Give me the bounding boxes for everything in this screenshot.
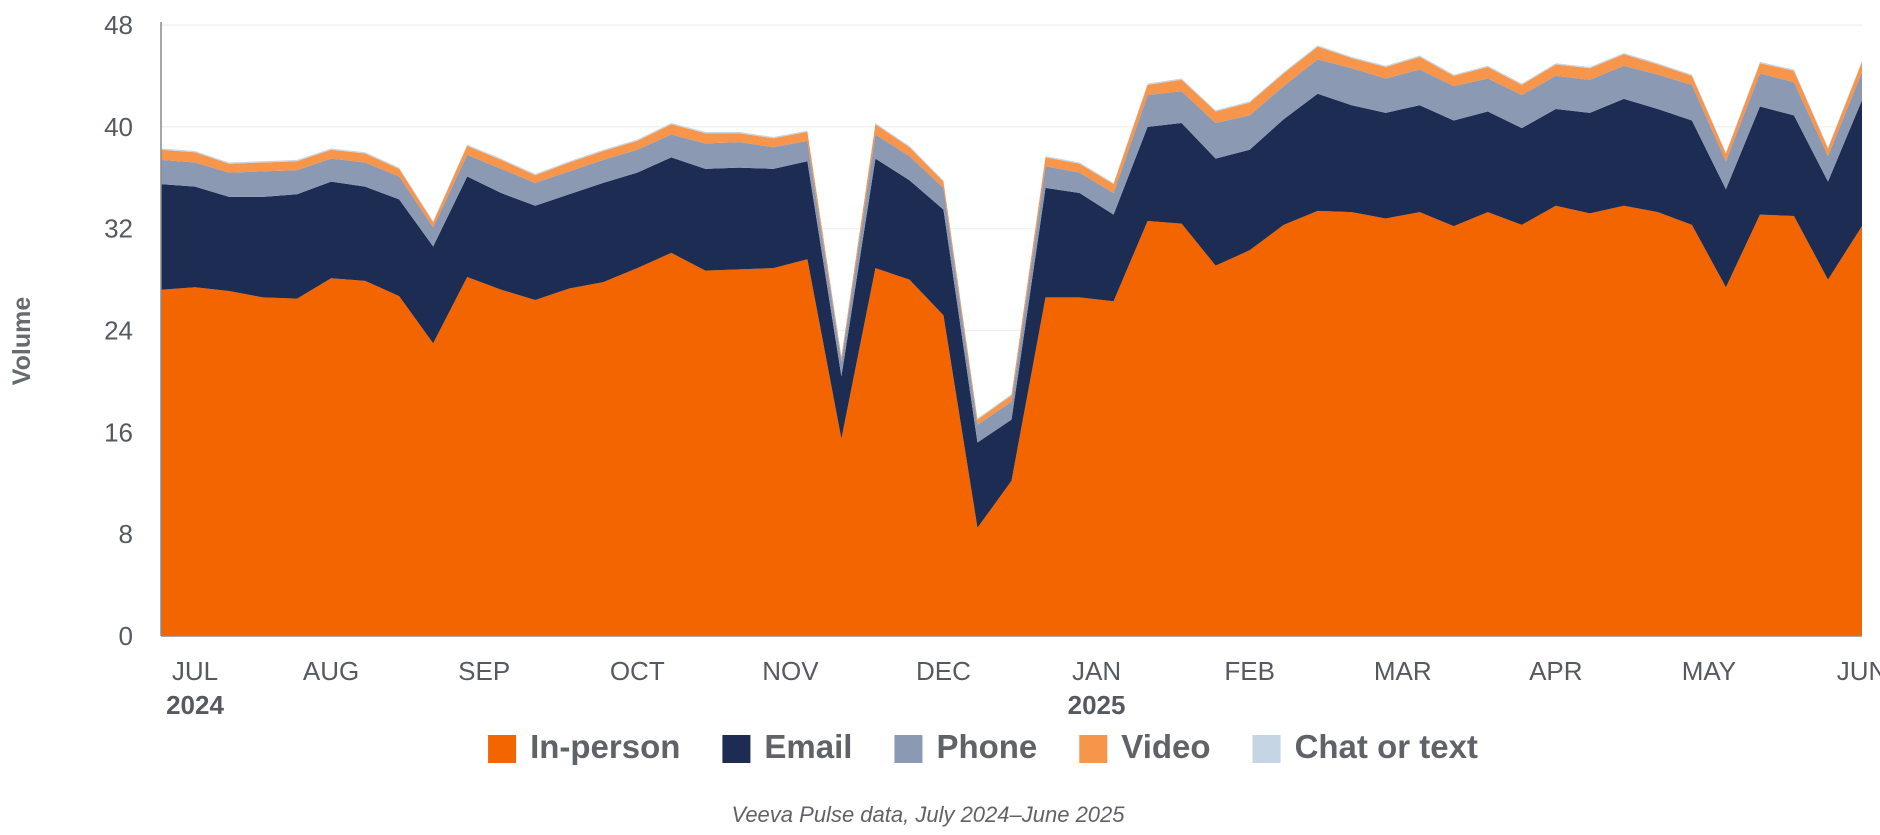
legend-label: Video: [1121, 728, 1210, 765]
axes: [160, 22, 1862, 637]
legend-swatch: [1252, 735, 1281, 763]
y-tick-label: 24: [104, 316, 133, 346]
x-tick-labels: JUL 2024 AUG SEP OCT NOV DEC JAN 2025 FEB MAR APR MA…: [166, 656, 1880, 720]
legend-item: In-person: [488, 728, 680, 765]
x-tick-label: SEP: [458, 656, 510, 686]
legend-swatch: [894, 735, 923, 763]
y-tick-label: 0: [119, 621, 133, 651]
x-tick-label: NOV: [762, 656, 819, 686]
legend-swatch: [1079, 735, 1108, 763]
area-series-in-person: [161, 205, 1862, 636]
y-tick-label: 40: [104, 112, 133, 142]
x-tick-label: DEC: [916, 656, 971, 686]
legend-item: Phone: [894, 728, 1037, 765]
y-tick-labels: 0 8 16 24 32 40 48: [104, 10, 133, 651]
x-year-label: 2025: [1068, 690, 1126, 720]
x-tick-label: JUN: [1837, 656, 1880, 686]
legend-label: Chat or text: [1295, 728, 1478, 765]
x-tick-label: FEB: [1224, 656, 1275, 686]
legend-label: Phone: [936, 728, 1037, 765]
x-tick-label: AUG: [303, 656, 359, 686]
legend-label: Email: [764, 728, 852, 765]
x-tick-label: APR: [1529, 656, 1582, 686]
legend-item: Video: [1079, 728, 1211, 765]
x-tick-label: JUL: [172, 656, 218, 686]
y-tick-label: 8: [119, 519, 133, 549]
source-note: Veeva Pulse data, July 2024–June 2025: [731, 802, 1125, 827]
area-series-layer: [161, 45, 1862, 636]
x-tick-label: MAY: [1682, 656, 1736, 686]
y-axis-title: Volume: [8, 297, 36, 386]
area-series-email: [161, 93, 1862, 528]
x-year-label: 2024: [166, 690, 224, 720]
legend-swatch: [488, 735, 517, 763]
legend-label: In-person: [530, 728, 680, 765]
area-series-phone: [161, 59, 1862, 443]
legend-swatch: [722, 735, 751, 763]
y-tick-label: 32: [104, 214, 133, 244]
x-tick-label: MAR: [1374, 656, 1432, 686]
y-tick-label: 48: [104, 10, 133, 40]
area-series-video: [161, 46, 1862, 425]
legend: In-person Email Phone Video Chat or text: [488, 728, 1478, 765]
x-tick-label: OCT: [610, 656, 665, 686]
legend-item: Email: [722, 728, 852, 765]
y-tick-label: 16: [104, 417, 133, 447]
x-tick-label: JAN: [1072, 656, 1121, 686]
legend-item: Chat or text: [1252, 728, 1478, 765]
